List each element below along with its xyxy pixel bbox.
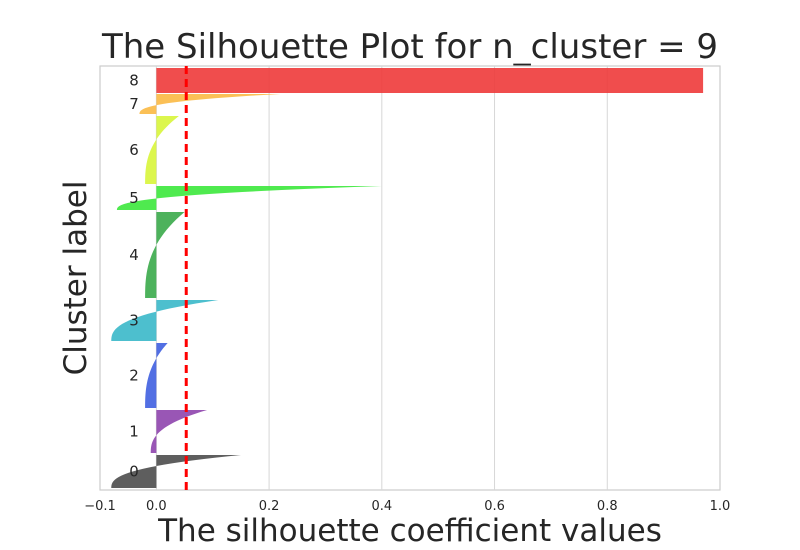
cluster-label-0: 0 (129, 463, 139, 481)
x-tick-label: 0.8 (597, 499, 618, 514)
x-tick-label: 0.4 (371, 499, 392, 514)
cluster-label-1: 1 (129, 423, 139, 441)
x-tick-label: −0.1 (84, 499, 116, 514)
x-axis-label: The silhouette coefficient values (157, 513, 662, 549)
cluster-label-2: 2 (129, 367, 139, 385)
cluster-label-6: 6 (129, 141, 139, 159)
x-tick-label: 1.0 (710, 499, 731, 514)
cluster-4-silhouette (145, 212, 185, 298)
cluster-7-silhouette (139, 94, 281, 114)
cluster-label-4: 4 (129, 246, 139, 264)
cluster-1-silhouette (150, 410, 208, 453)
plot-frame (99, 65, 721, 491)
x-tick-label: 0.0 (146, 499, 167, 514)
plot-area: 0 1 2 3 4 5 6 7 8 −0.1 0.0 0.2 0.4 0.6 0.8 1.0 (84, 65, 731, 514)
cluster-0-silhouette (111, 455, 241, 488)
chart-title: The Silhouette Plot for n_cluster = 9 (101, 27, 718, 67)
cluster-label-3: 3 (129, 312, 139, 330)
cluster-6-silhouette (145, 116, 179, 184)
cluster-label-8: 8 (129, 72, 139, 90)
cluster-label-7: 7 (129, 95, 139, 113)
x-tick-label: 0.2 (259, 499, 280, 514)
cluster-3-silhouette (111, 300, 219, 341)
x-tick-label: 0.6 (484, 499, 505, 514)
cluster-8-silhouette (156, 68, 704, 93)
cluster-2-silhouette (145, 343, 168, 408)
y-axis-label: Cluster label (58, 181, 94, 376)
cluster-5-silhouette (116, 186, 382, 210)
cluster-label-5: 5 (129, 189, 139, 207)
